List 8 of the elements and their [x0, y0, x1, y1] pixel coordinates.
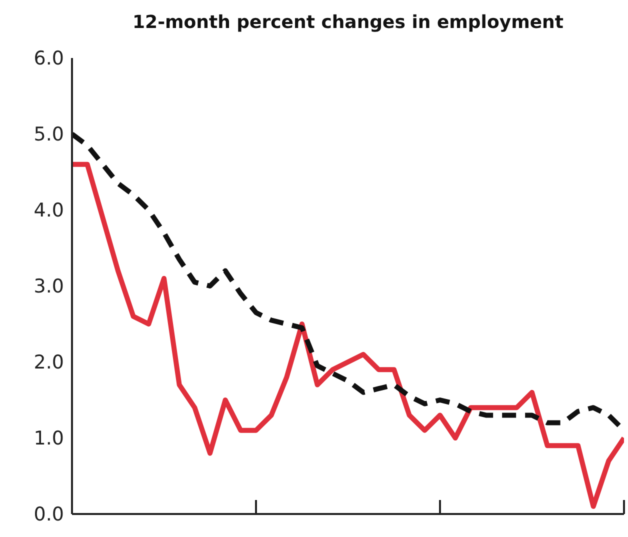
y-tick-label: 2.0: [34, 352, 64, 374]
y-tick-label: 3.0: [34, 276, 64, 298]
y-tick-label: 4.0: [34, 200, 64, 222]
y-tick-label: 1.0: [34, 428, 64, 450]
y-tick-label: 5.0: [34, 124, 64, 146]
y-tick-label: 6.0: [34, 48, 64, 70]
y-tick-label: 0.0: [34, 504, 64, 526]
chart-title: 12-month percent changes in employment: [132, 11, 564, 35]
